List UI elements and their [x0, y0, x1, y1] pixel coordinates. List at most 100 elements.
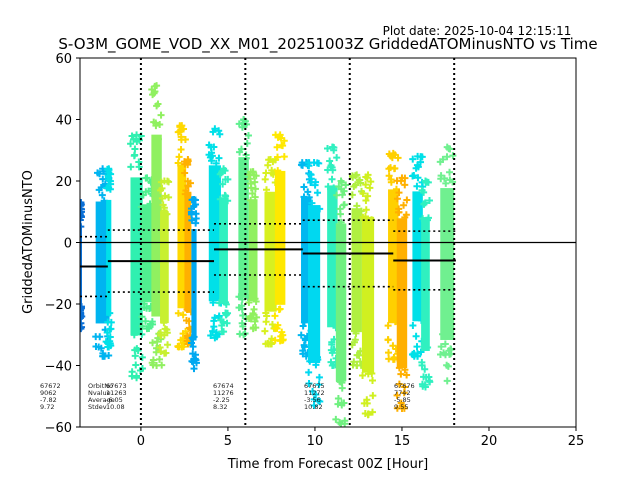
y-tick-label: 40: [55, 114, 72, 129]
data-point: [418, 186, 426, 194]
data-point: [395, 208, 403, 216]
data-point: [189, 343, 197, 351]
data-point: [446, 168, 454, 176]
data-point: [324, 144, 332, 152]
data-point: [152, 119, 160, 127]
data-point: [417, 158, 425, 166]
data-point: [262, 186, 270, 194]
data-point: [104, 184, 112, 192]
point-band: [361, 216, 375, 373]
data-point: [329, 166, 337, 174]
data-point: [244, 132, 252, 140]
data-point: [389, 342, 397, 350]
data-point: [215, 127, 223, 135]
y-tick-label: −20: [45, 298, 72, 313]
data-point: [395, 364, 403, 372]
orbit-stat-value: 67673: [106, 382, 127, 390]
data-point: [156, 121, 164, 129]
data-point: [366, 184, 374, 192]
orbit-stat-value: -2.25: [213, 396, 230, 404]
data-point: [143, 325, 151, 333]
data-point: [174, 309, 182, 317]
data-point: [251, 185, 259, 193]
data-point: [80, 223, 85, 231]
data-point: [409, 155, 417, 163]
data-point: [221, 196, 229, 204]
data-point: [355, 351, 363, 359]
orbit-stat-value: 8.32: [213, 403, 227, 411]
data-point: [403, 196, 411, 204]
data-point: [239, 312, 247, 320]
data-point: [368, 408, 376, 416]
x-tick-label: 20: [481, 434, 498, 449]
data-point: [154, 135, 162, 143]
data-point: [160, 177, 168, 185]
data-point: [208, 149, 216, 157]
data-point: [369, 392, 377, 400]
data-point: [278, 328, 286, 336]
scatter-points: [80, 82, 457, 427]
data-point: [439, 330, 447, 338]
data-point: [364, 192, 372, 200]
data-point: [106, 309, 114, 317]
data-point: [105, 176, 113, 184]
data-point: [252, 297, 260, 305]
data-point: [130, 152, 138, 160]
y-tick-label: 0: [64, 237, 72, 252]
data-point: [401, 383, 409, 391]
data-point: [306, 357, 314, 365]
data-point: [316, 398, 324, 406]
data-point: [357, 207, 365, 215]
orbit-stat-value: -3.56: [304, 396, 321, 404]
data-point: [338, 379, 346, 387]
data-point: [449, 178, 457, 186]
point-band: [307, 205, 321, 363]
x-tick-label: 5: [224, 434, 232, 449]
data-point: [436, 350, 444, 358]
data-point: [418, 361, 426, 369]
data-point: [419, 215, 427, 223]
data-point: [174, 159, 182, 167]
data-point: [103, 329, 111, 337]
data-point: [443, 361, 451, 369]
point-band: [130, 177, 143, 336]
data-point: [441, 340, 449, 348]
point-band: [335, 223, 347, 382]
data-point: [249, 168, 257, 176]
data-point: [440, 174, 448, 182]
data-point: [247, 196, 255, 204]
data-point: [96, 333, 104, 341]
data-point: [384, 322, 392, 330]
data-point: [352, 329, 360, 337]
data-point: [393, 195, 401, 203]
data-point: [134, 346, 142, 354]
data-point: [414, 174, 422, 182]
data-point: [267, 155, 275, 163]
point-cluster: [137, 174, 157, 333]
data-point: [359, 372, 367, 380]
x-tick-label: 25: [568, 434, 585, 449]
point-band: [327, 185, 338, 328]
data-point: [138, 353, 146, 361]
data-point: [80, 199, 85, 207]
data-point: [251, 317, 259, 325]
data-point: [220, 318, 228, 326]
data-point: [350, 182, 358, 190]
data-point: [165, 193, 173, 201]
data-point: [99, 315, 107, 323]
data-point: [262, 169, 270, 177]
data-point: [138, 322, 146, 330]
data-point: [184, 177, 192, 185]
data-point: [205, 141, 213, 149]
data-point: [393, 177, 401, 185]
data-point: [184, 340, 192, 348]
data-point: [183, 305, 191, 313]
data-point: [253, 313, 261, 321]
point-cluster: [418, 177, 434, 391]
point-band: [177, 164, 187, 309]
x-axis: 0 5 10 15 20 25: [137, 427, 585, 449]
data-point: [414, 352, 422, 360]
data-point: [146, 320, 154, 328]
data-point: [304, 188, 312, 196]
